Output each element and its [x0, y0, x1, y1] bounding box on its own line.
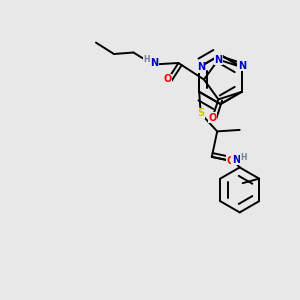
Text: N: N: [214, 55, 223, 64]
Text: N: N: [238, 61, 246, 71]
Text: N: N: [196, 62, 205, 72]
Text: N: N: [232, 155, 240, 165]
Text: H: H: [143, 56, 150, 64]
Text: O: O: [208, 113, 217, 123]
Text: S: S: [197, 108, 204, 118]
Text: N: N: [150, 58, 158, 68]
Text: O: O: [164, 74, 172, 84]
Text: O: O: [227, 156, 235, 166]
Text: H: H: [240, 153, 247, 162]
